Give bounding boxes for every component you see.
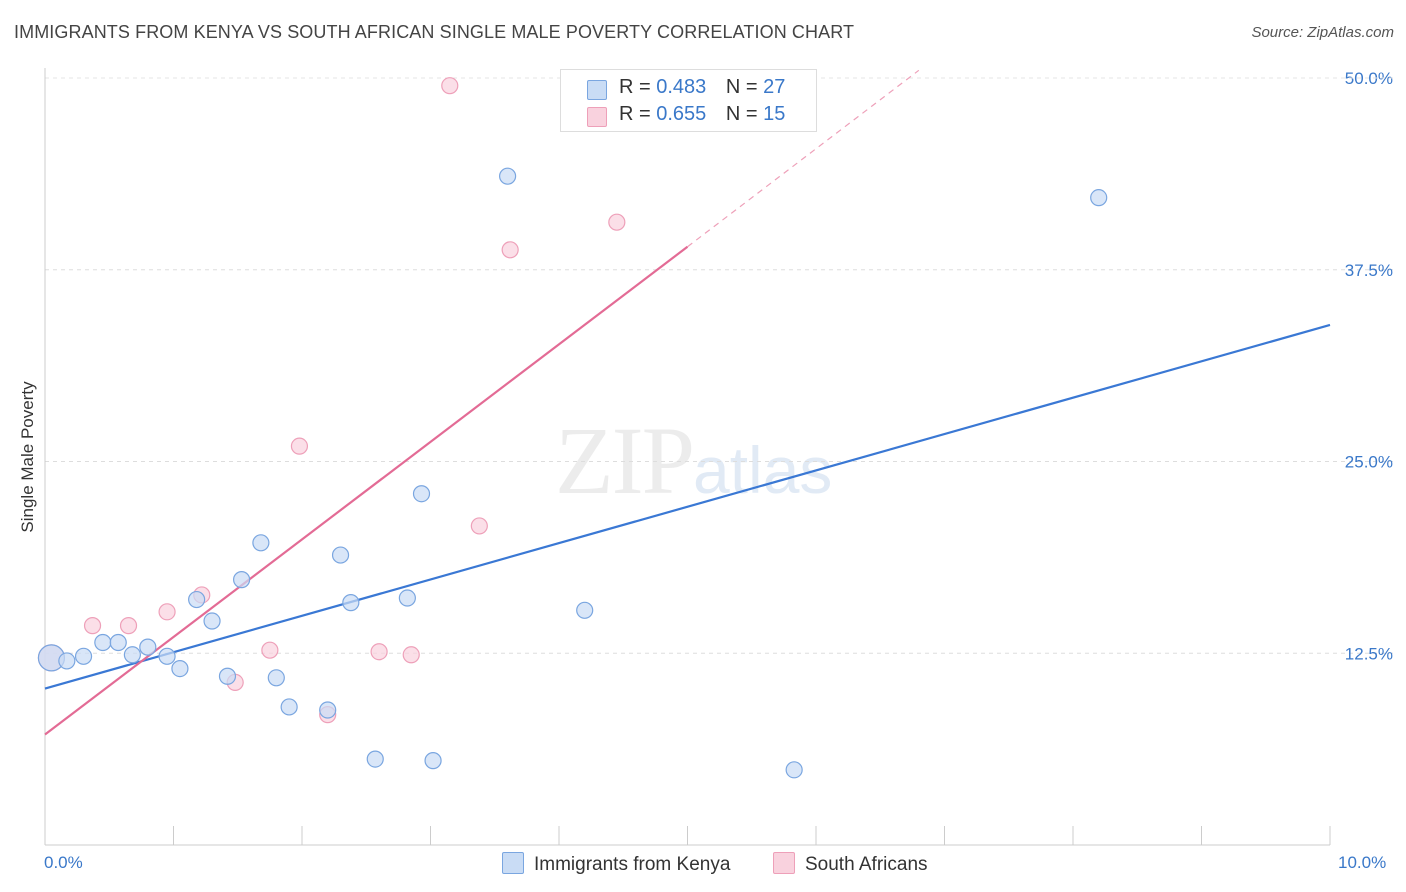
legend-row-kenya: R = 0.483 N = 27 [587, 76, 786, 100]
legend-n-value-kenya: 27 [763, 76, 786, 98]
trend-line-extension [687, 69, 920, 248]
legend-n-label: N = [725, 76, 758, 98]
watermark-atlas: atlas [693, 433, 833, 507]
data-point-kenya [252, 534, 270, 552]
data-point-south-africans [83, 617, 102, 635]
legend-r-label: R = [619, 76, 651, 98]
data-point-kenya [331, 546, 350, 564]
legend-swatch-south-africans [587, 107, 607, 127]
data-point-south-africans [608, 213, 626, 231]
data-point-kenya [576, 601, 594, 619]
data-point-kenya [398, 589, 416, 607]
legend-n-value-south-africans: 15 [763, 103, 786, 125]
data-point-kenya [412, 485, 431, 503]
legend-n-label: N = [725, 103, 758, 125]
trend-line-south-africans [44, 245, 689, 736]
data-point-kenya [203, 612, 221, 630]
data-point-south-africans [290, 437, 309, 455]
data-point-kenya [267, 669, 285, 687]
data-point-kenya [123, 646, 141, 664]
data-point-kenya [342, 594, 360, 612]
chart-title: IMMIGRANTS FROM KENYA VS SOUTH AFRICAN S… [14, 22, 855, 42]
bottom-legend-label-kenya: Immigrants from Kenya [534, 854, 731, 875]
legend-r-value-south-africans: 0.655 [656, 103, 707, 125]
data-point-south-africans [441, 77, 459, 95]
data-point-kenya [499, 167, 517, 185]
data-point-kenya [74, 647, 93, 665]
data-point-south-africans [158, 603, 176, 621]
y-tick-label: 25.0% [1345, 453, 1393, 472]
watermark: ZIPatlas [555, 405, 832, 516]
data-point-south-africans [501, 241, 519, 259]
bottom-legend-kenya: Immigrants from Kenya [502, 852, 730, 876]
data-point-south-africans [402, 646, 420, 664]
data-point-kenya [319, 701, 337, 719]
bottom-legend-label-south-africans: South Africans [805, 854, 928, 875]
data-point-kenya [785, 761, 803, 779]
x-tick-label-max: 10.0% [1338, 853, 1387, 872]
correlation-legend: R = 0.483 N = 27 R = 0.655 N = 15 [560, 69, 817, 132]
data-point-kenya [171, 659, 189, 678]
y-tick-label: 37.5% [1345, 261, 1393, 280]
legend-r-label: R = [619, 103, 651, 125]
data-point-kenya [188, 590, 206, 609]
trend-line-kenya [44, 323, 1331, 690]
data-point-kenya [366, 750, 384, 768]
source-label: Source: ZipAtlas.com [1251, 24, 1394, 41]
data-point-kenya [158, 647, 176, 665]
watermark-zip: ZIP [555, 407, 695, 514]
data-point-kenya [233, 571, 251, 589]
data-point-south-africans [370, 643, 388, 661]
data-point-south-africans [470, 517, 488, 535]
data-point-kenya [94, 633, 112, 652]
legend-r-value-kenya: 0.483 [656, 76, 707, 98]
x-tick-label-min: 0.0% [44, 853, 83, 872]
data-point-kenya [109, 633, 127, 652]
y-tick-label: 12.5% [1345, 644, 1393, 663]
data-point-kenya [58, 652, 76, 670]
data-point-kenya [424, 752, 442, 770]
bottom-legend-south-africans: South Africans [773, 852, 928, 876]
legend-swatch-kenya [587, 80, 607, 100]
data-point-kenya [139, 638, 157, 656]
data-point-kenya [1090, 189, 1108, 207]
data-point-kenya [280, 698, 298, 716]
bottom-legend-swatch-south-africans [773, 852, 795, 874]
legend-row-south-africans: R = 0.655 N = 15 [587, 103, 786, 127]
data-point-south-africans [119, 617, 138, 635]
data-point-south-africans [261, 641, 279, 659]
data-point-kenya [218, 667, 237, 685]
bottom-legend-swatch-kenya [502, 852, 524, 874]
